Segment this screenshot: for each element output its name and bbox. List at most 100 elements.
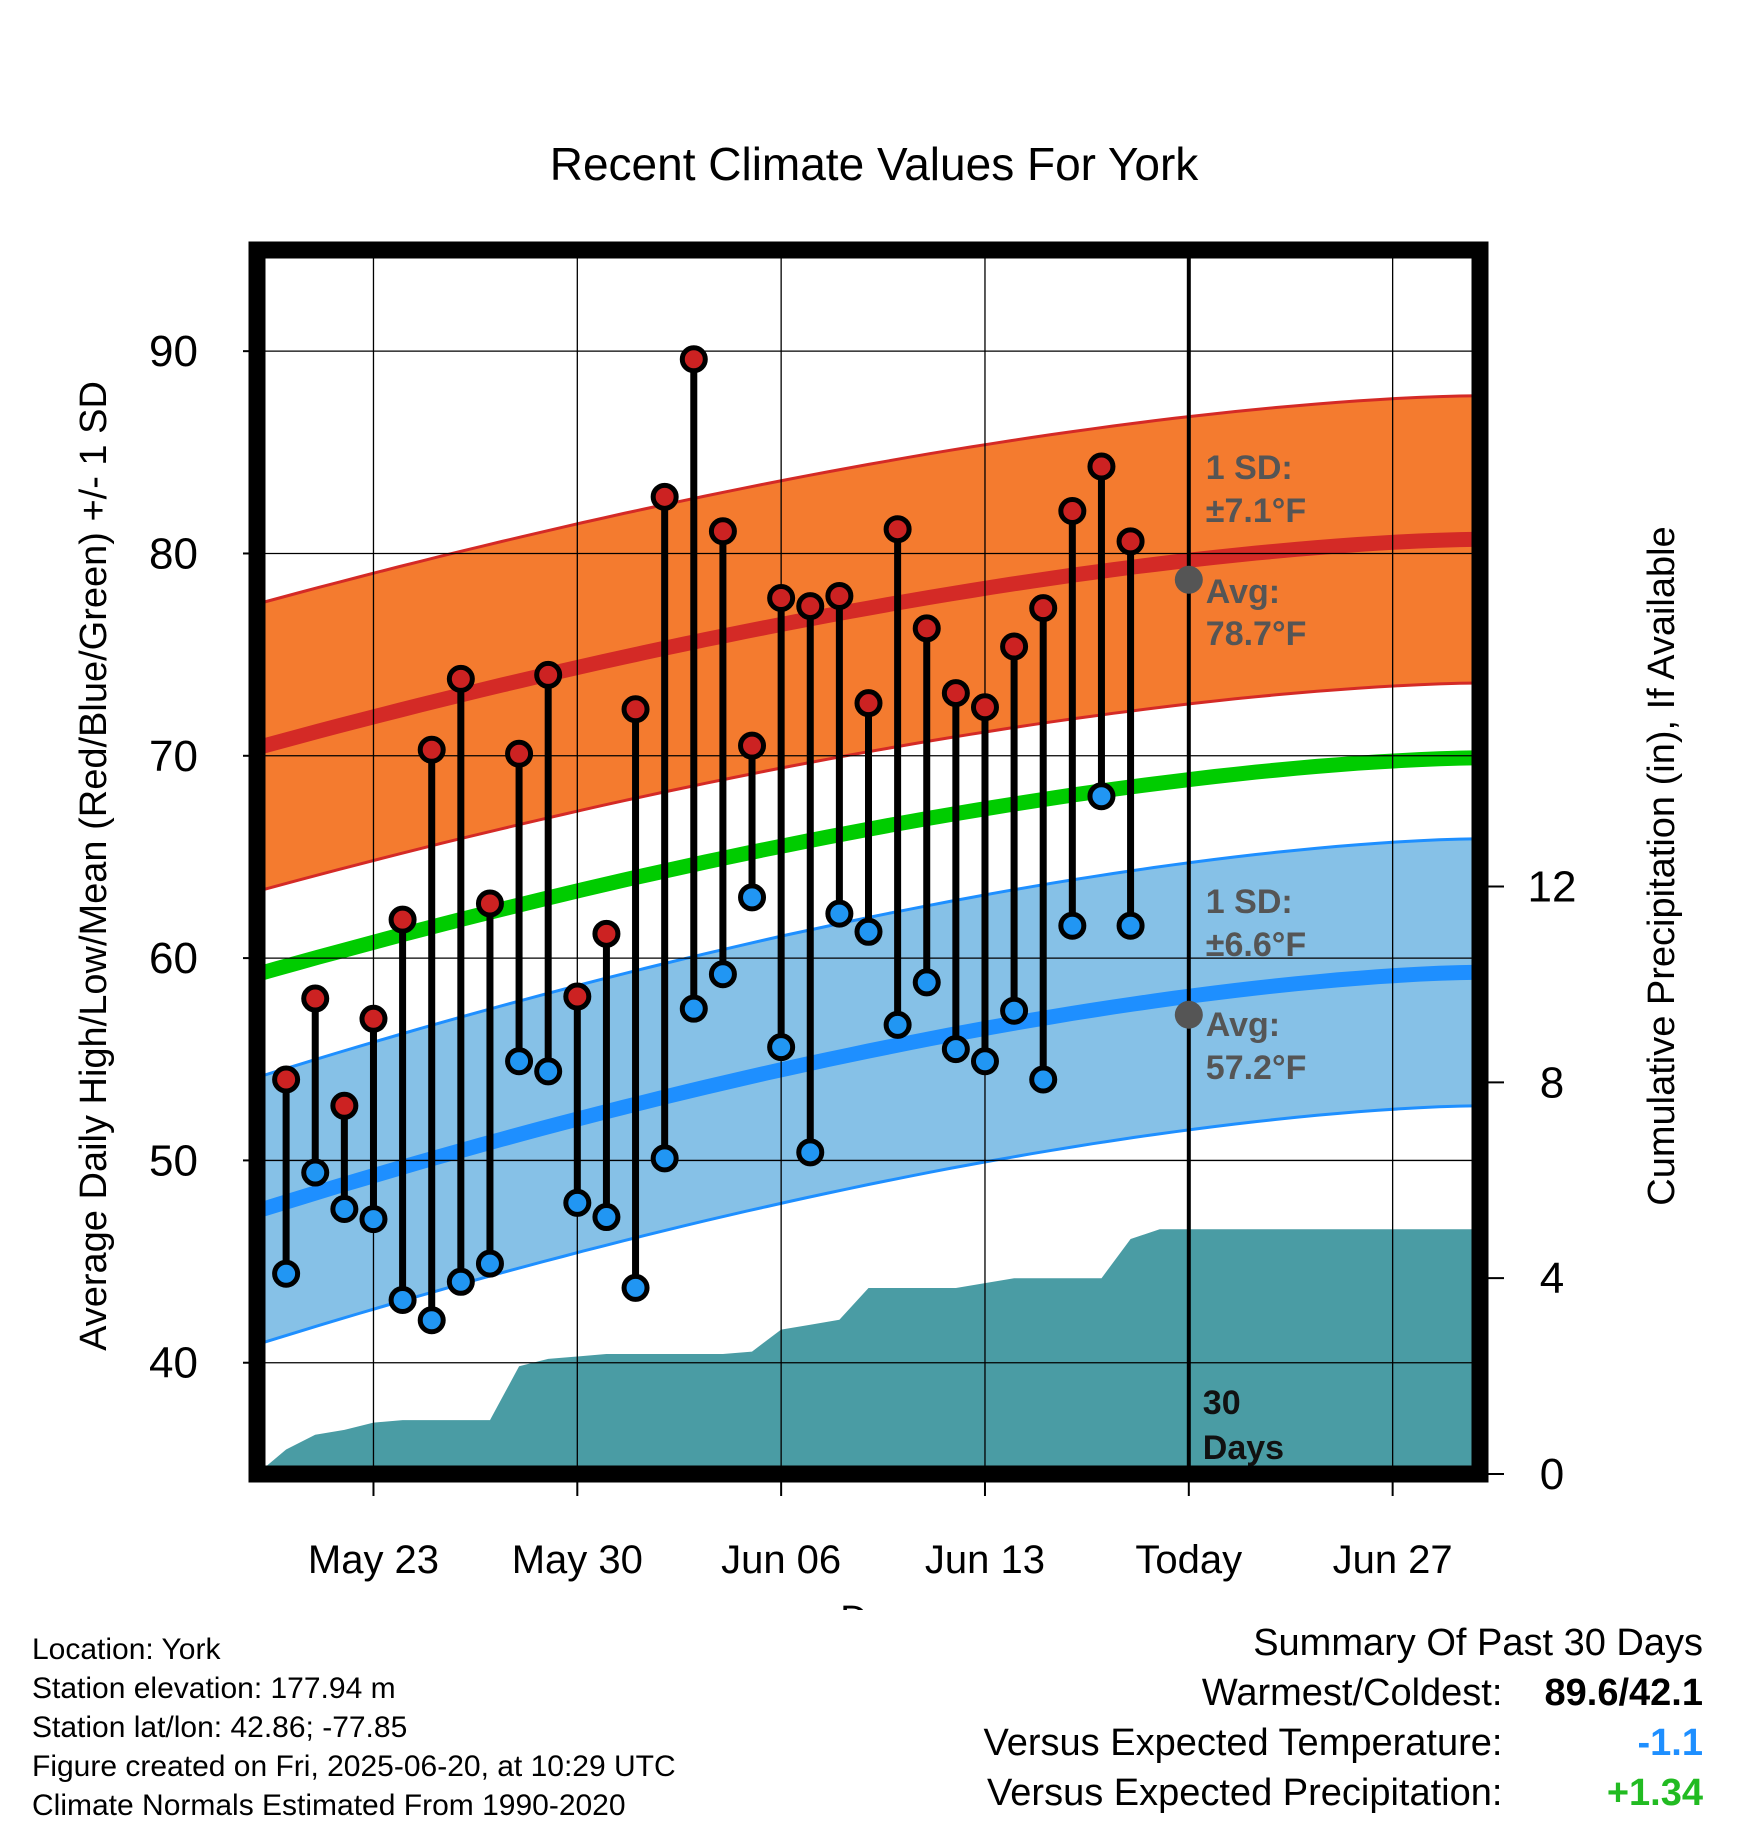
plot-frame — [248, 241, 1489, 1483]
low-point — [941, 1035, 970, 1064]
high-point — [767, 583, 796, 612]
created-text: Figure created on Fri, 2025-06-20, at 10… — [32, 1750, 676, 1783]
summary-precip: Versus Expected Precipitation: +1.34 — [984, 1768, 1703, 1818]
high-point — [1116, 527, 1145, 556]
today-high-avg-dot — [1174, 565, 1203, 594]
location-text: Location: York — [32, 1633, 221, 1666]
high-point — [650, 482, 679, 511]
summary-panel: Summary Of Past 30 Days Warmest/Coldest:… — [984, 1618, 1703, 1818]
low-point — [1087, 782, 1116, 811]
frame-layer — [248, 241, 1489, 1483]
high-point — [1029, 594, 1058, 623]
high-point — [1087, 452, 1116, 481]
high-point — [446, 664, 475, 693]
temp-label: Versus Expected Temperature: — [983, 1722, 1503, 1764]
high-point — [679, 345, 708, 374]
low-point — [534, 1057, 563, 1086]
y-axis-label: Average Daily High/Low/Mean (Red/Blue/Gr… — [73, 381, 115, 1351]
high-sd-value: ±7.1°F — [1206, 492, 1306, 530]
low-point — [563, 1188, 592, 1217]
high-point — [272, 1065, 301, 1094]
low-avg-value: 57.2°F — [1206, 1049, 1307, 1087]
high-avg-label: Avg: — [1206, 573, 1280, 611]
low-point — [1000, 996, 1029, 1025]
x-tick-label: Today — [1135, 1538, 1242, 1582]
y-tick-label: 50 — [149, 1136, 198, 1185]
high-point — [330, 1091, 359, 1120]
high-sd-upper — [256, 394, 1481, 606]
y-tick-label: 90 — [149, 327, 198, 376]
warm-cold-label: Warmest/Coldest: — [1201, 1672, 1503, 1714]
high-point — [825, 581, 854, 610]
precip-label: Versus Expected Precipitation: — [987, 1772, 1503, 1814]
low-point — [359, 1205, 388, 1234]
low-point — [272, 1259, 301, 1288]
low-point — [767, 1033, 796, 1062]
high-point — [854, 689, 883, 718]
low-point — [621, 1273, 650, 1302]
low-point — [679, 994, 708, 1023]
low-point — [592, 1203, 621, 1232]
y2-tick-label: 8 — [1540, 1058, 1564, 1107]
axes-layer: 40 50 60 70 80 90 0 4 8 12 May 23 May 30 Jun 06 Jun 1… — [149, 249, 1576, 1582]
days-label-number: 30 — [1203, 1384, 1241, 1422]
y-tick-label: 80 — [149, 529, 198, 578]
high-point — [621, 695, 650, 724]
temp-value: -1.1 — [1637, 1722, 1703, 1764]
days-label-text: Days — [1203, 1429, 1284, 1467]
low-sd-value: ±6.6°F — [1206, 926, 1306, 964]
x-tick-label: Jun 27 — [1333, 1538, 1453, 1582]
low-point — [825, 899, 854, 928]
high-point — [417, 735, 446, 764]
low-point — [388, 1286, 417, 1315]
high-point — [1000, 632, 1029, 661]
low-point — [417, 1306, 446, 1335]
y-tick-label: 70 — [149, 732, 198, 781]
high-point — [534, 660, 563, 689]
high-point — [912, 614, 941, 643]
low-point — [1029, 1065, 1058, 1094]
high-point — [883, 515, 912, 544]
high-point — [388, 905, 417, 934]
y-tick-label: 40 — [149, 1339, 198, 1388]
low-point — [883, 1010, 912, 1039]
low-avg-label: Avg: — [1206, 1006, 1280, 1044]
low-point — [708, 960, 737, 989]
low-point — [650, 1144, 679, 1173]
x-axis-label: Day — [840, 1599, 908, 1610]
y-tick-label: 60 — [149, 934, 198, 983]
high-point — [970, 693, 999, 722]
low-point — [330, 1194, 359, 1223]
daily-range-layer — [272, 345, 1145, 1335]
low-point — [854, 917, 883, 946]
summary-temp: Versus Expected Temperature: -1.1 — [984, 1718, 1703, 1768]
precip-area — [257, 1229, 1480, 1474]
summary-warm-cold: Warmest/Coldest: 89.6/42.1 — [984, 1668, 1703, 1718]
high-point — [941, 679, 970, 708]
high-point — [563, 982, 592, 1011]
y2-tick-label: 4 — [1540, 1254, 1564, 1303]
x-tick-label: May 30 — [512, 1538, 643, 1582]
high-point — [592, 919, 621, 948]
latlon-text: Station lat/lon: 42.86; -77.85 — [32, 1711, 408, 1744]
high-point — [301, 984, 330, 1013]
low-point — [446, 1267, 475, 1296]
x-tick-label: May 23 — [308, 1538, 439, 1582]
high-point — [708, 517, 737, 546]
annotation-layer: 1 SD: ±7.1°F Avg: 78.7°F 1 SD: ±6.6°F Avg: 57.2… — [1174, 449, 1307, 1467]
high-point — [738, 731, 767, 760]
x-tick-label: Jun 06 — [721, 1538, 841, 1582]
low-point — [301, 1158, 330, 1187]
y2-axis-label: Cumulative Precipitation (in), If Availa… — [1641, 526, 1683, 1205]
today-low-avg-dot — [1174, 1000, 1203, 1029]
high-point — [1058, 496, 1087, 525]
low-point — [1116, 911, 1145, 940]
chart-title: Recent Climate Values For York — [550, 138, 1200, 190]
low-point — [970, 1047, 999, 1076]
x-tick-label: Jun 13 — [925, 1538, 1045, 1582]
high-avg-value: 78.7°F — [1206, 615, 1307, 653]
precip-layer — [257, 1229, 1480, 1474]
warm-cold-value: 89.6/42.1 — [1544, 1672, 1703, 1714]
normals-text: Climate Normals Estimated From 1990-2020 — [32, 1789, 626, 1822]
low-point — [1058, 911, 1087, 940]
